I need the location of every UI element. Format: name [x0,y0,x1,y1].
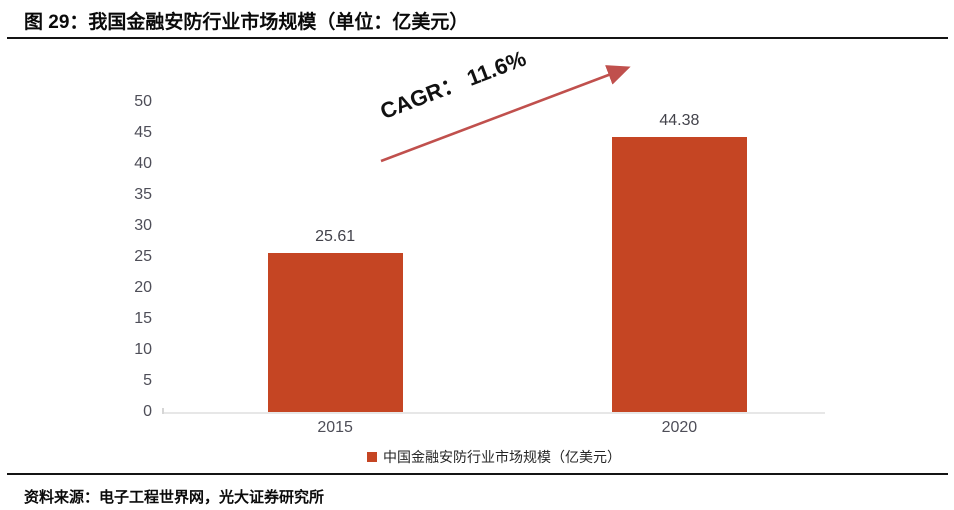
bar-2015 [267,253,403,412]
y-tick-label: 10 [134,341,152,358]
bar-value-label: 44.38 [659,111,700,129]
y-tick-label: 25 [134,248,152,265]
footer-divider-line [7,473,948,475]
bar-2020 [611,136,747,412]
legend-marker-square [367,452,377,462]
bar-value-label: 25.61 [315,228,356,246]
title-divider-line [7,37,948,39]
y-tick-label: 20 [134,279,152,296]
x-tick-label: 2020 [661,419,698,436]
source-note: 资料来源：电子工程世界网，光大证券研究所 [24,489,325,506]
y-tick-label: 5 [143,372,152,389]
y-tick-label: 35 [134,186,152,203]
y-tick-label: 15 [134,310,152,327]
figure-title: 图 29：我国金融安防行业市场规模（单位：亿美元） [24,12,469,33]
legend-label: 中国金融安防行业市场规模（亿美元） [383,449,621,465]
y-tick-label: 45 [134,124,152,141]
x-tick-label: 2015 [317,419,353,436]
x-axis-line [163,412,825,414]
legend: 中国金融安防行业市场规模（亿美元） [163,447,825,467]
y-tick-label: 40 [134,155,152,172]
x-axis-origin-tick [162,408,164,414]
plot-area: 25.61 44.38 [162,102,825,414]
y-tick-label: 0 [143,403,152,420]
y-tick-label: 30 [134,217,152,234]
y-tick-label: 50 [134,93,152,110]
